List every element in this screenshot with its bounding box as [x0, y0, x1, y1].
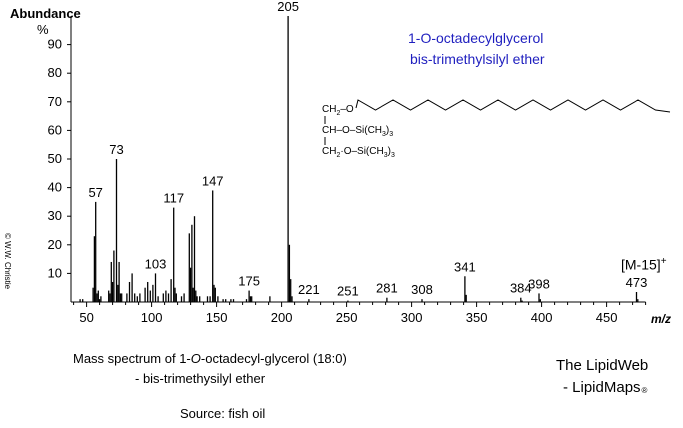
x-tick-label: 400: [531, 310, 553, 325]
x-axis-label: m/z: [651, 312, 672, 326]
molecular-ion-annotation: [M-15]+: [621, 256, 667, 273]
peak-label: 57: [88, 185, 102, 200]
alkyl-chain: [355, 99, 671, 113]
spectrum-peaks: [79, 16, 639, 302]
peak-label: 147: [202, 173, 224, 188]
x-tick-label: 300: [401, 310, 423, 325]
y-tick-label: 50: [48, 151, 62, 166]
peak-label: 281: [376, 281, 398, 296]
peak-label: 205: [277, 0, 299, 14]
x-tick-label: 100: [141, 310, 163, 325]
copyright-notice: © W.W. Christie: [3, 233, 12, 290]
y-tick-label: 20: [48, 237, 62, 252]
y-tick-label: 30: [48, 208, 62, 223]
peak-label: 117: [163, 191, 184, 206]
peak-label: 73: [109, 142, 123, 157]
x-tick-label: 50: [79, 310, 93, 325]
structure-row-1: CH2–O: [322, 104, 354, 117]
peak-label: 398: [528, 276, 550, 291]
y-axis-label: Abundance: [10, 6, 81, 21]
y-tick-label: 80: [48, 65, 62, 80]
credit-lipidmaps: - LipidMaps®: [563, 379, 648, 396]
chemical-structure: CH2–O CH–O–Si(CH3)3 CH2·O–Si(CH3)3: [322, 99, 671, 159]
y-tick-label: 10: [48, 265, 62, 280]
x-tick-label: 200: [271, 310, 293, 325]
structure-row-3: CH2·O–Si(CH3)3: [322, 146, 395, 159]
x-tick-label: 150: [206, 310, 228, 325]
y-tick-label: 40: [48, 180, 62, 195]
y-tick-label: 60: [48, 122, 62, 137]
y-tick-label: 90: [48, 37, 62, 52]
chart-axes: 10 20 30 40 50 60 70 80 90 50 100 150 200 250 300 350 40…: [48, 16, 647, 325]
peak-labels: 57 73 103 117 147 175 205 221 251 281 308 341 384398…: [88, 0, 647, 299]
x-tick-label: 450: [596, 310, 618, 325]
peak-label: 341: [454, 259, 476, 274]
compound-name-line-1: 1-O-octadecylglycerol: [408, 30, 544, 46]
peak-label: 384: [510, 281, 532, 296]
peak-label: 308: [411, 282, 433, 297]
peak-label: 221: [298, 282, 320, 297]
peak-label: 103: [145, 256, 167, 271]
caption-source: Source: fish oil: [180, 406, 266, 421]
caption-title: Mass spectrum of 1-O-octadecyl-glycerol …: [73, 351, 347, 366]
y-axis-unit: %: [37, 22, 49, 37]
peak-label: 175: [238, 274, 260, 289]
structure-row-2: CH–O–Si(CH3)3: [322, 125, 393, 138]
credit-lipidweb: The LipidWeb: [556, 357, 649, 374]
x-tick-label: 350: [466, 310, 488, 325]
peak-label: 473: [626, 275, 648, 290]
peak-label: 251: [337, 284, 359, 299]
compound-name-line-2: bis-trimethylsilyl ether: [410, 51, 545, 67]
x-tick-label: 250: [336, 310, 358, 325]
caption-subtitle: - bis-trimethysilyl ether: [135, 371, 266, 386]
y-tick-label: 70: [48, 94, 62, 109]
